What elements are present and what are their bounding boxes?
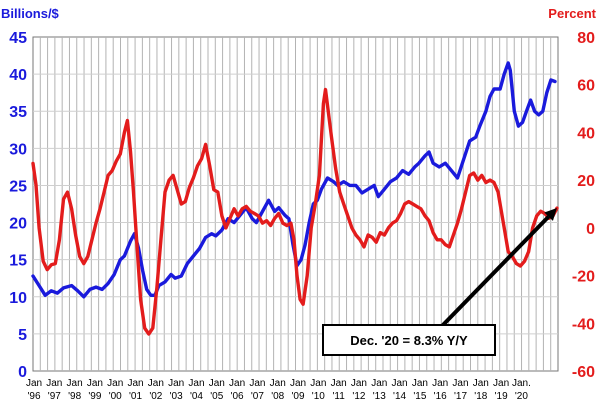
x-tick-label: '07: [251, 391, 264, 402]
x-axis: Jan '96 Jan '97 Jan '98 Jan '99 Jan '00 Jan '01 Jan '…: [26, 378, 531, 402]
x-tick-label: '18: [474, 391, 487, 402]
x-tick-label: '12: [352, 391, 365, 402]
x-tick-label: '20: [515, 391, 528, 402]
x-tick-label: '09: [291, 391, 304, 402]
annotation-arrowhead: [544, 208, 557, 221]
left-axis: 0 5 10 15 20 25 30 35 40 45: [9, 30, 27, 381]
x-tick-label: '06: [231, 391, 244, 402]
left-tick-label: 40: [9, 67, 27, 84]
x-tick-label: Jan: [270, 378, 286, 389]
left-axis-title: Billions/$: [1, 6, 60, 21]
x-tick-label: Jan: [493, 378, 509, 389]
x-tick-label: '97: [48, 391, 61, 402]
x-tick-label: Jan: [168, 378, 184, 389]
x-tick-label: '10: [312, 391, 325, 402]
x-tick-label: '02: [149, 391, 162, 402]
annotation-text: Dec. '20 = 8.3% Y/Y: [350, 333, 468, 348]
x-tick-label: Jan: [87, 378, 103, 389]
x-tick-label: '19: [495, 391, 508, 402]
left-tick-label: 20: [9, 216, 27, 233]
left-tick-label: 45: [9, 30, 27, 47]
x-tick-label: Jan: [188, 378, 204, 389]
x-tick-label: Jan: [351, 378, 367, 389]
x-tick-label: '01: [129, 391, 142, 402]
x-tick-label: Jan: [473, 378, 489, 389]
left-tick-label: 25: [9, 178, 27, 195]
x-tick-label: '98: [68, 391, 81, 402]
x-tick-label: '17: [454, 391, 467, 402]
right-tick-label: -60: [572, 364, 595, 381]
x-tick-label: '15: [413, 391, 426, 402]
x-tick-label: Jan: [209, 378, 225, 389]
left-tick-label: 30: [9, 141, 27, 158]
series-layer: [31, 61, 559, 336]
x-tick-label: Jan: [392, 378, 408, 389]
x-tick-label: Jan: [412, 378, 428, 389]
grid: [33, 37, 558, 371]
x-tick-label: '14: [393, 391, 406, 402]
right-tick-label: -40: [572, 316, 595, 333]
x-tick-label: Jan: [107, 378, 123, 389]
x-tick-label: '16: [434, 391, 447, 402]
right-axis: -60 -40 -20 0 20 40 60 80: [572, 30, 595, 381]
x-tick-label: Jan: [371, 378, 387, 389]
annotation-layer: Dec. '20 = 8.3% Y/Y: [322, 208, 557, 356]
x-tick-label: '04: [190, 391, 203, 402]
x-tick-label: '00: [109, 391, 122, 402]
series-line-left-axis: [31, 61, 557, 299]
left-tick-label: 0: [18, 364, 27, 381]
left-tick-label: 35: [9, 104, 27, 121]
x-tick-label: '05: [210, 391, 223, 402]
x-tick-label: Jan: [249, 378, 265, 389]
x-tick-label: Jan: [26, 378, 42, 389]
x-tick-label: Jan: [46, 378, 62, 389]
annotation-box: [322, 324, 496, 356]
x-tick-label: Jan.: [512, 378, 531, 389]
x-tick-label: Jan: [148, 378, 164, 389]
x-tick-label: Jan: [310, 378, 326, 389]
x-tick-label: Jan: [229, 378, 245, 389]
x-tick-label: '96: [27, 391, 40, 402]
x-tick-label: '99: [88, 391, 101, 402]
x-tick-label: '03: [170, 391, 183, 402]
right-tick-label: 0: [586, 221, 595, 238]
x-tick-label: Jan: [452, 378, 468, 389]
x-tick-label: '13: [373, 391, 386, 402]
series-line-right-axis: [31, 87, 559, 336]
annotation-arrow: [439, 215, 551, 329]
x-tick-label: '08: [271, 391, 284, 402]
x-tick-label: Jan: [290, 378, 306, 389]
right-tick-label: 80: [577, 30, 595, 47]
right-axis-title: Percent: [548, 6, 596, 21]
right-tick-label: 40: [577, 125, 595, 142]
x-tick-label: '11: [332, 391, 345, 402]
x-tick-label: Jan: [331, 378, 347, 389]
right-tick-label: -20: [572, 269, 595, 286]
left-tick-label: 15: [9, 253, 27, 270]
right-tick-label: 60: [577, 78, 595, 95]
x-tick-label: Jan: [67, 378, 83, 389]
left-tick-label: 10: [9, 290, 27, 307]
x-tick-label: Jan: [432, 378, 448, 389]
right-tick-label: 20: [577, 173, 595, 190]
x-tick-label: Jan: [127, 378, 143, 389]
left-tick-label: 5: [18, 327, 27, 344]
